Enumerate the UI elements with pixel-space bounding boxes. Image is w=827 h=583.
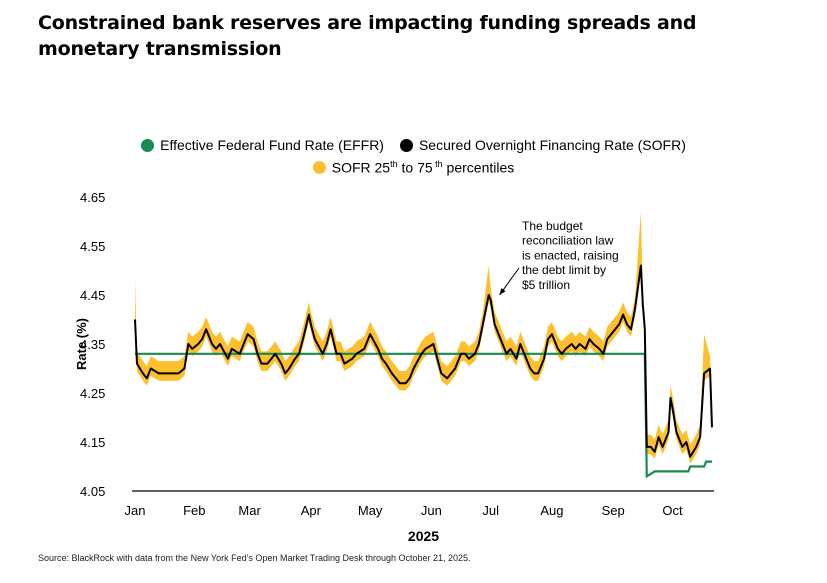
legend: Effective Federal Fund Rate (EFFR) Secur… bbox=[0, 134, 827, 178]
series-line-layer bbox=[134, 264, 713, 479]
annotation-text-line: is enacted, raising bbox=[522, 248, 619, 262]
x-tick-label: Apr bbox=[301, 503, 322, 518]
band-label-sup2: th bbox=[432, 158, 443, 169]
legend-label-sofr: Secured Overnight Financing Rate (SOFR) bbox=[418, 137, 686, 153]
y-tick-label: 4.25 bbox=[80, 386, 105, 401]
y-tick-label: 4.35 bbox=[80, 337, 105, 352]
y-tick-label: 4.05 bbox=[80, 484, 105, 499]
x-tick-label: Aug bbox=[540, 503, 563, 518]
sofr-percentile-band bbox=[135, 211, 712, 465]
x-tick-label: Oct bbox=[662, 503, 683, 518]
sofr-dot-icon bbox=[399, 138, 413, 152]
legend-item-sofr: Secured Overnight Financing Rate (SOFR) bbox=[399, 137, 686, 153]
y-axis-label: Rate (%) bbox=[74, 318, 89, 370]
x-tick-label: Jan bbox=[125, 503, 146, 518]
source-note: Source: BlackRock with data from the New… bbox=[38, 553, 471, 563]
band-label-suffix: percentiles bbox=[442, 159, 515, 176]
legend-item-band: SOFR 25th to 75 th percentiles bbox=[312, 159, 515, 176]
legend-label-band: SOFR 25th to 75 th percentiles bbox=[332, 159, 515, 176]
band-label-mid: to 75 bbox=[397, 159, 433, 176]
annotation-text-line: The budget bbox=[522, 219, 583, 233]
chart-title: Constrained bank reserves are impacting … bbox=[38, 12, 697, 60]
rate-chart: 4.05 4.15 4.25 4.35 4.45 4.55 4.65 Jan Feb Mar Apr… bbox=[74, 190, 714, 544]
x-axis-label: 2025 bbox=[408, 528, 439, 544]
x-tick-label: Feb bbox=[183, 503, 205, 518]
y-tick-label: 4.65 bbox=[80, 190, 105, 205]
sofr-line bbox=[134, 264, 713, 458]
y-tick-label: 4.15 bbox=[80, 435, 105, 450]
effr-line bbox=[135, 352, 712, 479]
x-tick-label: May bbox=[358, 503, 383, 518]
annotation-text-line: reconciliation law bbox=[522, 234, 614, 248]
x-tick-label: Jul bbox=[482, 503, 499, 518]
x-tick-label: Jun bbox=[421, 503, 442, 518]
x-tick-label: Sep bbox=[602, 503, 625, 518]
axis-layer: 4.05 4.15 4.25 4.35 4.45 4.55 4.65 Jan Feb Mar Apr… bbox=[74, 190, 714, 544]
annotation-arrowhead bbox=[499, 288, 506, 295]
annotation-text-line: the debt limit by bbox=[522, 263, 606, 277]
x-tick-label: Mar bbox=[238, 503, 261, 518]
y-tick-label: 4.45 bbox=[80, 288, 105, 303]
band-label-sup1: th bbox=[390, 158, 398, 169]
legend-item-effr: Effective Federal Fund Rate (EFFR) bbox=[141, 137, 384, 153]
annotation-text-line: $5 trillion bbox=[522, 278, 570, 292]
band-dot-icon bbox=[312, 160, 326, 174]
sofr-percentile-band-layer bbox=[135, 211, 712, 465]
y-tick-label: 4.55 bbox=[80, 239, 105, 254]
effr-dot-icon bbox=[141, 138, 155, 152]
legend-label-effr: Effective Federal Fund Rate (EFFR) bbox=[160, 137, 384, 153]
band-label-prefix: SOFR 25 bbox=[331, 159, 391, 176]
